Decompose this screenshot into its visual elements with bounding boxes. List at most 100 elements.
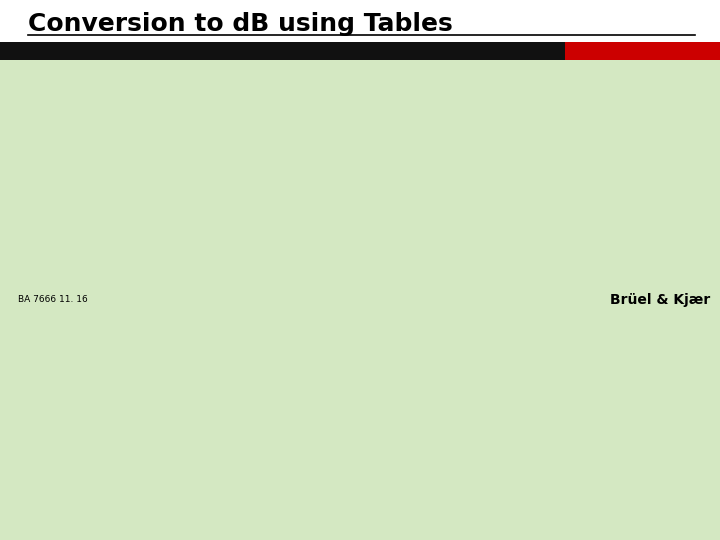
Text: 0.0032: 0.0032 <box>393 355 437 368</box>
Text: 0.100: 0.100 <box>397 293 433 306</box>
Text: 9: 9 <box>526 187 534 200</box>
Text: 5.0: 5.0 <box>165 408 185 421</box>
Text: – db +: – db + <box>153 90 197 103</box>
Text: 0.6: 0.6 <box>165 240 185 253</box>
Text: BA 7666 11. 16: BA 7666 11. 16 <box>18 295 88 305</box>
Text: 0.912: 0.912 <box>57 275 93 288</box>
Text: Brüel & Kjær: Brüel & Kjær <box>610 293 710 307</box>
Text: 100: 100 <box>633 338 657 350</box>
Text: 6.310: 6.310 <box>627 258 663 271</box>
Text: 31.62: 31.62 <box>627 320 662 333</box>
Text: 6: 6 <box>526 135 534 148</box>
Text: – db +: – db + <box>508 90 552 103</box>
Text: 10: 10 <box>625 408 641 421</box>
Text: 0.251: 0.251 <box>397 222 433 235</box>
Text: 0.933: 0.933 <box>57 240 93 253</box>
Text: 2.0: 2.0 <box>165 355 185 368</box>
Text: 10: 10 <box>395 373 411 386</box>
Text: 1.413: 1.413 <box>267 373 302 386</box>
Text: Pressure
Ratio: Pressure Ratio <box>256 90 313 119</box>
Text: 0.966: 0.966 <box>57 187 93 200</box>
Text: Pressure
Ratio: Pressure Ratio <box>616 90 673 119</box>
Text: 0.989: 0.989 <box>57 152 93 165</box>
Text: Conversion to dB using Tables: Conversion to dB using Tables <box>28 12 453 36</box>
Bar <box>27 90 703 490</box>
Text: 10.000: 10.000 <box>623 293 667 306</box>
Text: 80: 80 <box>522 390 538 403</box>
Text: 1.023: 1.023 <box>267 170 303 183</box>
Text: 10: 10 <box>395 390 411 403</box>
Text: 1.5: 1.5 <box>165 338 185 350</box>
Text: 1.000: 1.000 <box>267 135 303 148</box>
Text: 1.189: 1.189 <box>267 338 303 350</box>
Text: 1.0: 1.0 <box>165 320 185 333</box>
Text: 0.7: 0.7 <box>165 258 185 271</box>
Text: 0.944: 0.944 <box>57 222 93 235</box>
Bar <box>22 85 698 485</box>
Text: 0.794: 0.794 <box>57 355 93 368</box>
Text: 0.5: 0.5 <box>165 222 185 235</box>
Bar <box>0 60 720 540</box>
Text: 12: 12 <box>522 222 538 235</box>
Text: 0.923: 0.923 <box>57 258 93 271</box>
Text: 0.447: 0.447 <box>397 152 433 165</box>
Text: 0.902: 0.902 <box>57 293 93 306</box>
Text: 5: 5 <box>643 407 649 416</box>
Text: 0.0100: 0.0100 <box>393 338 437 350</box>
Text: 316.2: 316.2 <box>627 355 662 368</box>
Text: 1.00: 1.00 <box>61 135 89 148</box>
Text: 3.162: 3.162 <box>627 205 662 218</box>
Text: 0.977: 0.977 <box>57 170 93 183</box>
Text: -3: -3 <box>413 372 423 381</box>
Text: dB to Pressure Ratio: dB to Pressure Ratio <box>289 43 431 57</box>
Text: 0.316: 0.316 <box>397 205 433 218</box>
Text: 4: 4 <box>643 389 649 399</box>
Text: 0.4: 0.4 <box>165 205 185 218</box>
Text: 1.778: 1.778 <box>267 408 303 421</box>
Text: 0.955: 0.955 <box>57 205 93 218</box>
Text: 10: 10 <box>522 205 538 218</box>
Bar <box>565 42 720 60</box>
Text: 1.047: 1.047 <box>267 205 303 218</box>
Text: 0.9: 0.9 <box>165 293 185 306</box>
Text: 60: 60 <box>522 373 538 386</box>
Text: 0.200: 0.200 <box>397 240 433 253</box>
Text: 7: 7 <box>526 170 534 183</box>
Text: Pressure
Ratio: Pressure Ratio <box>47 90 104 119</box>
Text: 7.943: 7.943 <box>627 275 663 288</box>
Text: 1.109: 1.109 <box>267 293 303 306</box>
Text: 1.122: 1.122 <box>267 320 302 333</box>
Text: 0.0316: 0.0316 <box>393 320 437 333</box>
Text: 0.355: 0.355 <box>397 187 433 200</box>
Text: 30: 30 <box>522 320 538 333</box>
Text: 14: 14 <box>522 240 538 253</box>
Text: 0.398: 0.398 <box>397 170 433 183</box>
Text: 3.981: 3.981 <box>627 222 663 235</box>
Text: 1.995: 1.995 <box>627 135 663 148</box>
Text: 2.512: 2.512 <box>627 170 663 183</box>
Text: 1.012: 1.012 <box>267 152 303 165</box>
Text: 1.096: 1.096 <box>267 275 303 288</box>
Text: 1.259: 1.259 <box>267 355 303 368</box>
Text: 0.708: 0.708 <box>57 373 93 386</box>
Text: 5.012: 5.012 <box>627 240 663 253</box>
Text: 0.501: 0.501 <box>397 135 433 148</box>
Text: 18: 18 <box>522 275 538 288</box>
Text: 10: 10 <box>625 390 641 403</box>
Text: 2.818: 2.818 <box>627 187 663 200</box>
Text: 0.126: 0.126 <box>397 275 433 288</box>
Text: 7: 7 <box>526 152 534 165</box>
Bar <box>0 42 720 60</box>
Text: 1.084: 1.084 <box>267 258 303 271</box>
Text: 10: 10 <box>395 408 411 421</box>
Text: 3.0: 3.0 <box>165 373 185 386</box>
Text: 0.631: 0.631 <box>57 390 93 403</box>
Text: Pressure
Ratio: Pressure Ratio <box>387 90 444 119</box>
Text: 16: 16 <box>522 258 538 271</box>
Text: 0.3: 0.3 <box>165 187 185 200</box>
Text: 3: 3 <box>643 372 649 381</box>
Text: 1.072: 1.072 <box>267 240 303 253</box>
Text: 4.0: 4.0 <box>165 390 185 403</box>
Text: 0.841: 0.841 <box>57 338 93 350</box>
Text: 0.0: 0.0 <box>165 135 185 148</box>
